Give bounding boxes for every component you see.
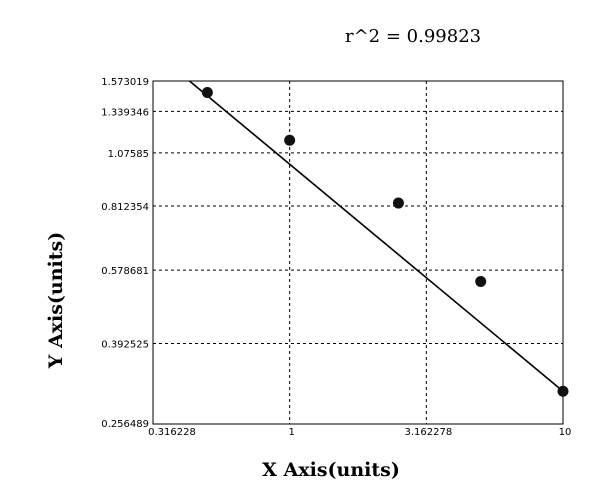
data-point [201, 87, 213, 99]
y-tick-label: 0.812354 [101, 202, 149, 213]
r-squared-annotation: r^2 = 0.99823 [345, 26, 481, 47]
data-point [392, 197, 404, 209]
y-axis-title: Y Axis(units) [45, 232, 67, 369]
y-tick-label: 1.573019 [101, 77, 149, 88]
y-axis-ticks: 0.256489 0.392525 0.578681 0.812354 1.07585 1… [101, 77, 149, 430]
x-tick-label: 1 [288, 427, 294, 438]
data-point [475, 275, 487, 287]
x-tick-label: 10 [559, 427, 572, 438]
data-point [557, 385, 569, 397]
y-tick-label: 0.256489 [101, 419, 149, 430]
x-axis-title: X Axis(units) [262, 459, 400, 481]
plot-frame [152, 80, 564, 425]
y-tick-label: 1.07585 [108, 149, 149, 160]
y-tick-label: 0.578681 [101, 266, 149, 277]
y-tick-label: 0.392525 [101, 340, 149, 351]
x-tick-label: 0.316228 [148, 427, 196, 438]
x-tick-label: 3.162278 [404, 427, 452, 438]
data-point [284, 134, 296, 146]
data-points [201, 87, 569, 397]
grid [153, 81, 563, 424]
x-axis-ticks: 0.316228 1 3.162278 10 [148, 427, 571, 438]
y-tick-label: 1.339346 [101, 107, 149, 118]
regression-line [188, 80, 564, 392]
